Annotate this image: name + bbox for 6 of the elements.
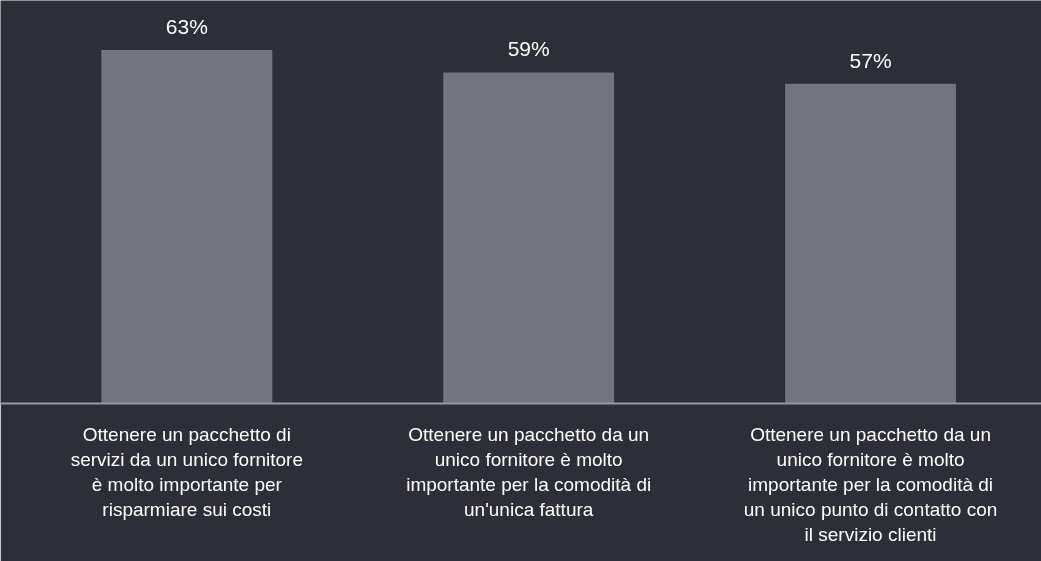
data-label: 59% [507, 37, 550, 61]
x-tick-label: Ottenere un pacchetto da un unico fornitore è molto importante per la comodità di un unico punto di contatto con il servizio clienti [743, 423, 998, 546]
x-tick-label: Ottenere un pacchetto di servizi da un unico fornitore è molto importante per risparmiare sui costi [70, 423, 303, 521]
x-tick-label: Ottenere un pacchetto da un unico fornitore è molto importante per la comodità di un'unica fattura [406, 423, 652, 521]
data-label: 57% [849, 48, 892, 72]
data-label: 63% [165, 14, 208, 38]
